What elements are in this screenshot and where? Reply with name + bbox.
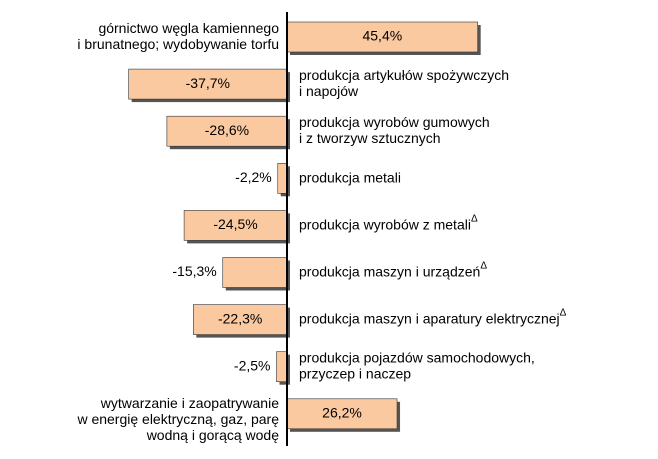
- value-label: -22,3%: [218, 310, 262, 326]
- category-line: w energię elektryczną, gaz, parę: [76, 411, 279, 427]
- category-line: wodną i gorącą wodę: [146, 427, 280, 443]
- category-line: i napojów: [299, 83, 359, 99]
- bar: [193, 304, 288, 335]
- bar: [166, 115, 288, 147]
- category-line: przyczep i naczep: [299, 365, 411, 381]
- category-label: produkcja pojazdów samochodowych, przycze…: [299, 349, 535, 381]
- value-label: 45,4%: [362, 28, 402, 44]
- category-label: produkcja artykułów spożywczych i napojów: [299, 67, 509, 99]
- superscript: Δ: [560, 307, 567, 318]
- category-label: produkcja maszyn i urządzeńΔ: [299, 260, 487, 279]
- superscript: Δ: [471, 213, 478, 224]
- category-line: i z tworzyw sztucznych: [299, 130, 441, 146]
- value-label: -15,3%: [172, 263, 216, 279]
- value-label: -28,6%: [205, 122, 249, 138]
- bar: [277, 163, 288, 194]
- bar: [286, 398, 398, 430]
- category-line: produkcja maszyn i aparatury elektryczne…: [299, 310, 560, 326]
- category-label: produkcja wyrobów gumowych i z tworzyw sz…: [299, 114, 490, 146]
- bar: [222, 257, 288, 288]
- category-line: i brunatnego; wydobywanie torfu: [77, 36, 279, 52]
- value-label: -2,5%: [234, 357, 271, 373]
- category-line: produkcja metali: [299, 169, 401, 185]
- category-label: górnictwo węgla kamiennego i brunatnego; …: [77, 20, 279, 52]
- category-label: wytwarzanie i zaopatrywanie w energię ele…: [76, 395, 279, 443]
- category-line: produkcja maszyn i urządzeń: [299, 263, 480, 279]
- bar: [286, 21, 478, 53]
- value-label: -2,2%: [235, 169, 272, 185]
- category-label: produkcja wyrobów z metaliΔ: [299, 213, 478, 232]
- category-line: wytwarzanie i zaopatrywanie: [100, 395, 279, 411]
- category-line: produkcja wyrobów z metali: [299, 216, 471, 232]
- category-label: produkcja metali: [299, 169, 401, 185]
- value-label: 26,2%: [322, 405, 362, 421]
- category-line: produkcja pojazdów samochodowych,: [299, 349, 535, 365]
- category-line: produkcja artykułów spożywczych: [299, 67, 509, 83]
- value-label: -24,5%: [213, 216, 257, 232]
- bar: [276, 351, 288, 383]
- superscript: Δ: [480, 260, 487, 271]
- value-label: -37,7%: [186, 75, 230, 91]
- category-label: produkcja maszyn i aparatury elektryczne…: [299, 307, 567, 326]
- category-line: górnictwo węgla kamiennego: [98, 20, 279, 36]
- category-line: produkcja wyrobów gumowych: [299, 114, 490, 130]
